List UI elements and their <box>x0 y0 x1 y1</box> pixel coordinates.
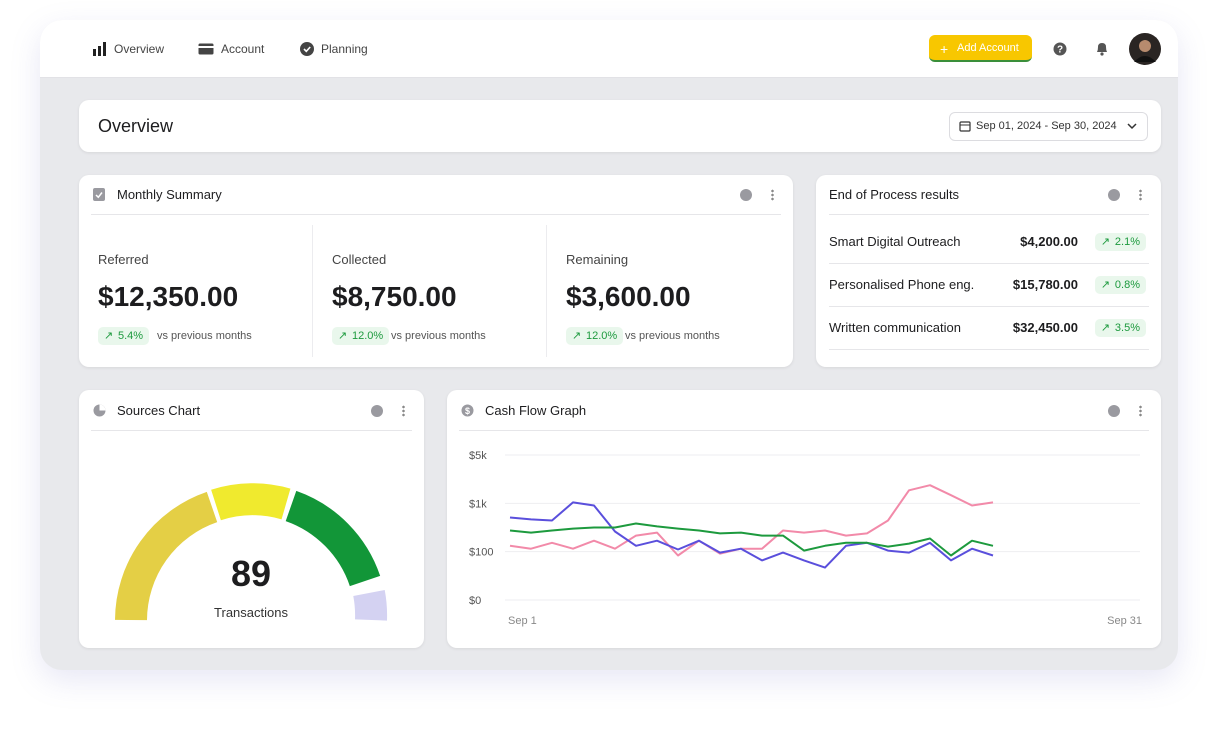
summary-label: Collected <box>332 252 387 267</box>
gauge-value: 89 <box>231 553 271 594</box>
y-tick-label: $1k <box>469 498 487 510</box>
gauge-segment <box>285 490 381 587</box>
cash-flow-card <box>447 390 1161 648</box>
chevron <box>1127 123 1137 130</box>
x-tick-label: Sep 31 <box>1107 615 1142 627</box>
nav-planning[interactable]: Planning <box>321 42 368 56</box>
summary-note: vs previous months <box>391 330 486 342</box>
svg-text:$: $ <box>465 406 470 416</box>
calendar-icon <box>959 121 971 132</box>
dollar-icon: $ <box>461 404 474 417</box>
gauge-label: Transactions <box>214 605 288 620</box>
process-amount: $32,450.00 <box>1012 320 1078 335</box>
line <box>509 501 994 569</box>
divider <box>829 306 1149 307</box>
summary-note: vs previous months <box>157 330 252 342</box>
cash-flow-chart: $0 $100 $1k $5k Sep 1 Sep 31 <box>469 450 1142 627</box>
info-icon[interactable] <box>371 405 383 417</box>
menu-icon[interactable] <box>1139 405 1142 417</box>
column-divider <box>312 225 313 357</box>
monthly-summary-card <box>79 175 793 367</box>
bell-icon[interactable] <box>1095 41 1109 56</box>
gauge: 89 Transactions <box>115 483 388 621</box>
summary-change: 12.0% <box>566 327 624 345</box>
plus-icon: + <box>940 41 949 57</box>
summary-change: 12.0% <box>332 327 390 345</box>
sources-title: Sources Chart <box>117 403 201 418</box>
process-change: 2.1% <box>1094 233 1146 251</box>
divider <box>91 430 412 431</box>
process-name: Smart Digital Outreach <box>829 234 961 249</box>
divider <box>829 349 1149 350</box>
line <box>509 484 994 557</box>
y-tick-label: $100 <box>469 547 493 559</box>
gauge-segment <box>115 491 218 621</box>
avatar[interactable] <box>1128 32 1162 66</box>
menu-icon[interactable] <box>1139 189 1142 201</box>
process-amount: $4,200.00 <box>1020 234 1078 249</box>
summary-label: Referred <box>98 252 149 267</box>
svg-text:?: ? <box>1057 45 1063 56</box>
date-picker[interactable] <box>949 112 1148 141</box>
planning-icon <box>300 42 314 56</box>
nav-account[interactable]: Account <box>221 42 265 56</box>
column-divider <box>546 225 547 357</box>
info-icon[interactable] <box>1108 189 1120 201</box>
gauge-segment <box>353 590 388 621</box>
summary-note: vs previous months <box>625 330 720 342</box>
end-of-process-title: End of Process results <box>829 187 960 202</box>
menu-icon[interactable] <box>771 189 774 201</box>
add-account-button[interactable] <box>929 35 1032 62</box>
monthly-summary-title: Monthly Summary <box>117 187 222 202</box>
summary-amount: $3,600.00 <box>566 281 691 312</box>
summary-label: Remaining <box>566 252 629 267</box>
summary-change: 5.4% <box>98 327 150 345</box>
cash-flow-title: Cash Flow Graph <box>485 403 587 418</box>
overview-title: Overview <box>98 116 174 136</box>
divider <box>459 430 1149 431</box>
process-name: Written communication <box>829 320 961 335</box>
end-of-process-card <box>816 175 1161 367</box>
date-range[interactable]: Sep 01, 2024 - Sep 30, 2024 <box>976 120 1117 132</box>
x-tick-label: Sep 1 <box>508 615 537 627</box>
add-account-label[interactable]: Add Account <box>957 42 1019 54</box>
gauge-segment <box>211 483 291 521</box>
divider <box>829 214 1149 215</box>
process-change: 3.5% <box>1094 319 1146 337</box>
y-tick-label: $0 <box>469 595 481 607</box>
line <box>509 522 994 557</box>
divider <box>91 214 781 215</box>
info-icon[interactable] <box>1108 405 1120 417</box>
account-icon <box>198 43 214 55</box>
summary-amount: $8,750.00 <box>332 281 457 312</box>
pie-icon <box>93 404 106 417</box>
process-name: Personalised Phone eng. <box>829 277 975 292</box>
divider <box>829 263 1149 264</box>
overview-icon <box>93 42 106 56</box>
menu-icon[interactable] <box>402 405 405 417</box>
process-amount: $15,780.00 <box>1012 277 1078 292</box>
summary-amount: $12,350.00 <box>98 281 239 312</box>
summary-icon <box>93 188 105 201</box>
process-change: 0.8% <box>1094 276 1146 294</box>
info-icon[interactable] <box>740 189 752 201</box>
y-tick-label: $5k <box>469 450 487 462</box>
nav-overview[interactable]: Overview <box>114 42 165 56</box>
help-icon[interactable]: ? <box>1053 42 1067 56</box>
